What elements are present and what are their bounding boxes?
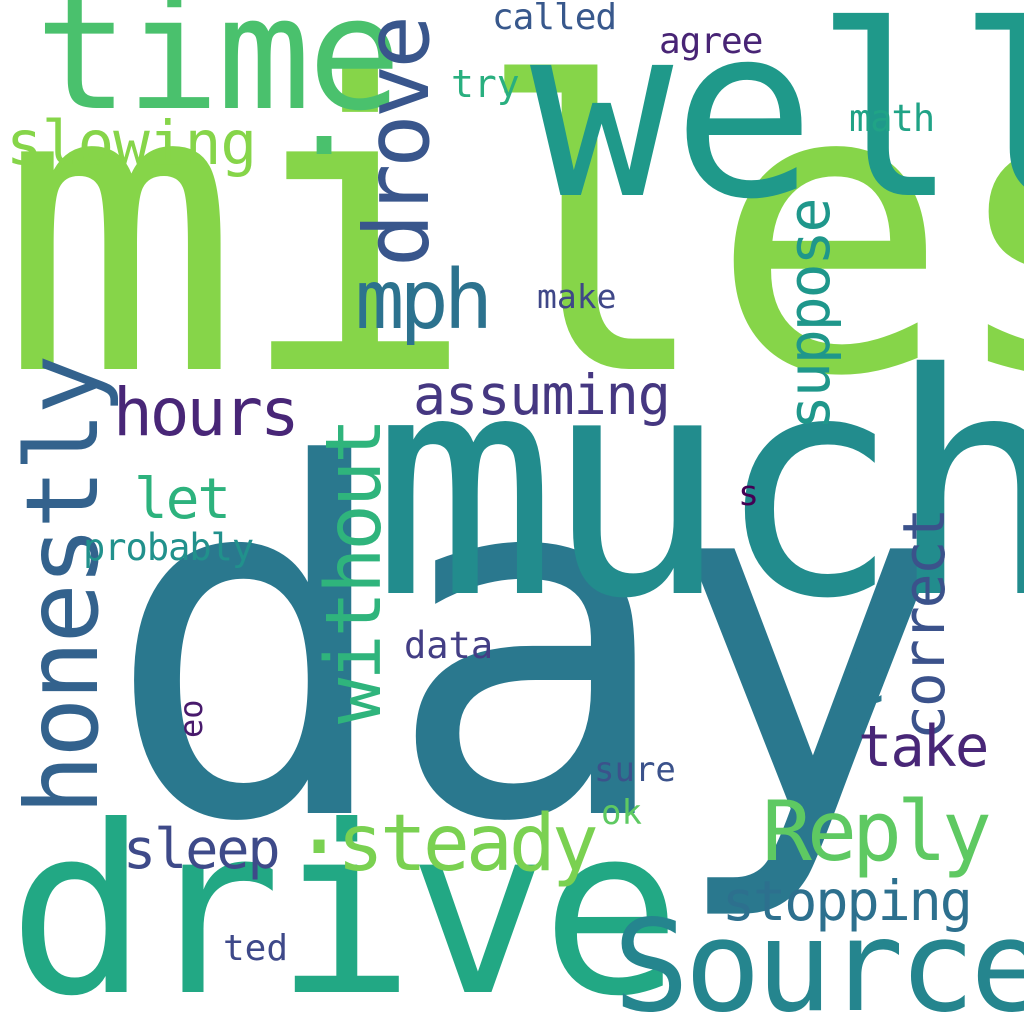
word-agree: agree bbox=[659, 21, 763, 62]
word-math: math bbox=[849, 97, 935, 140]
word-stopping: stopping bbox=[722, 869, 973, 933]
word-ok: ok bbox=[601, 793, 642, 833]
word-sleep: sleep bbox=[123, 817, 281, 881]
word-assuming: assuming bbox=[413, 363, 671, 427]
word-well: well bbox=[530, 0, 1024, 252]
word-make: make bbox=[537, 277, 617, 316]
word-hours: hours bbox=[113, 374, 300, 451]
word-drove: drove bbox=[345, 19, 449, 267]
word-dot: . bbox=[292, 770, 347, 875]
word-try: try bbox=[451, 62, 520, 106]
word-data: data bbox=[404, 624, 494, 667]
word-honestly: honestly bbox=[4, 357, 121, 815]
word-correct: correct bbox=[890, 509, 958, 740]
word-without: without bbox=[310, 420, 399, 724]
word-slowing: slowing bbox=[6, 108, 257, 179]
word-dot: . bbox=[288, 44, 361, 183]
word-source: Source bbox=[613, 892, 1024, 1024]
word-reply: Reply bbox=[762, 783, 992, 880]
word-much: much bbox=[372, 309, 1024, 666]
word-let: let bbox=[134, 467, 231, 532]
word-steady: steady bbox=[337, 799, 599, 889]
word-day: day bbox=[105, 365, 955, 928]
word-s: s bbox=[738, 474, 760, 514]
word-drive: drive bbox=[8, 776, 681, 1024]
word-e: e bbox=[846, 641, 887, 720]
word-called: called bbox=[492, 0, 617, 38]
word-mph: mph bbox=[355, 253, 493, 348]
word-take: take bbox=[858, 714, 989, 780]
word-probably: probably bbox=[83, 526, 254, 569]
word-suppose: suppose bbox=[775, 199, 843, 430]
word-time: time bbox=[35, 0, 402, 145]
word-miles: miles bbox=[0, 0, 1024, 463]
word-eo: eo bbox=[172, 699, 210, 738]
word-ted: ted bbox=[223, 928, 289, 969]
word-sure: sure bbox=[594, 750, 676, 790]
